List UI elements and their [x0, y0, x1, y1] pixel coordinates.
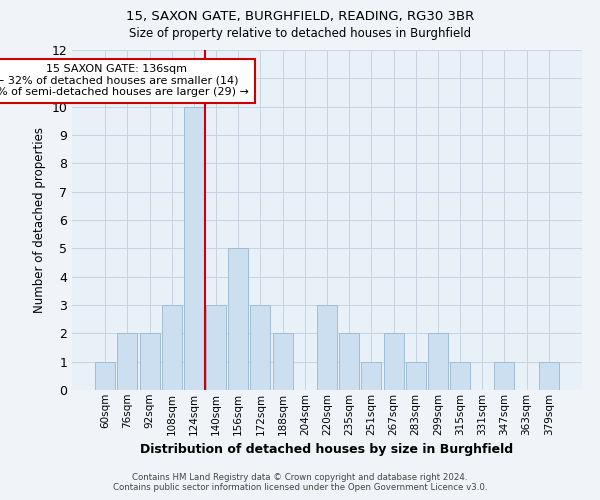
Bar [140, 334, 160, 390]
Bar [494, 362, 514, 390]
Bar [539, 362, 559, 390]
Bar [206, 305, 226, 390]
Text: Size of property relative to detached houses in Burghfield: Size of property relative to detached ho… [129, 28, 471, 40]
Bar [228, 248, 248, 390]
Bar [317, 305, 337, 390]
Text: 15, SAXON GATE, BURGHFIELD, READING, RG30 3BR: 15, SAXON GATE, BURGHFIELD, READING, RG3… [126, 10, 474, 23]
Bar [118, 334, 137, 390]
Text: 15 SAXON GATE: 136sqm
← 32% of detached houses are smaller (14)
66% of semi-deta: 15 SAXON GATE: 136sqm ← 32% of detached … [0, 64, 249, 98]
Bar [406, 362, 426, 390]
Bar [250, 305, 271, 390]
Bar [162, 305, 182, 390]
Y-axis label: Number of detached properties: Number of detached properties [33, 127, 46, 313]
X-axis label: Distribution of detached houses by size in Burghfield: Distribution of detached houses by size … [140, 443, 514, 456]
Text: Contains HM Land Registry data © Crown copyright and database right 2024.
Contai: Contains HM Land Registry data © Crown c… [113, 473, 487, 492]
Bar [184, 106, 204, 390]
Bar [428, 334, 448, 390]
Bar [339, 334, 359, 390]
Bar [450, 362, 470, 390]
Bar [383, 334, 404, 390]
Bar [361, 362, 382, 390]
Bar [95, 362, 115, 390]
Bar [272, 334, 293, 390]
